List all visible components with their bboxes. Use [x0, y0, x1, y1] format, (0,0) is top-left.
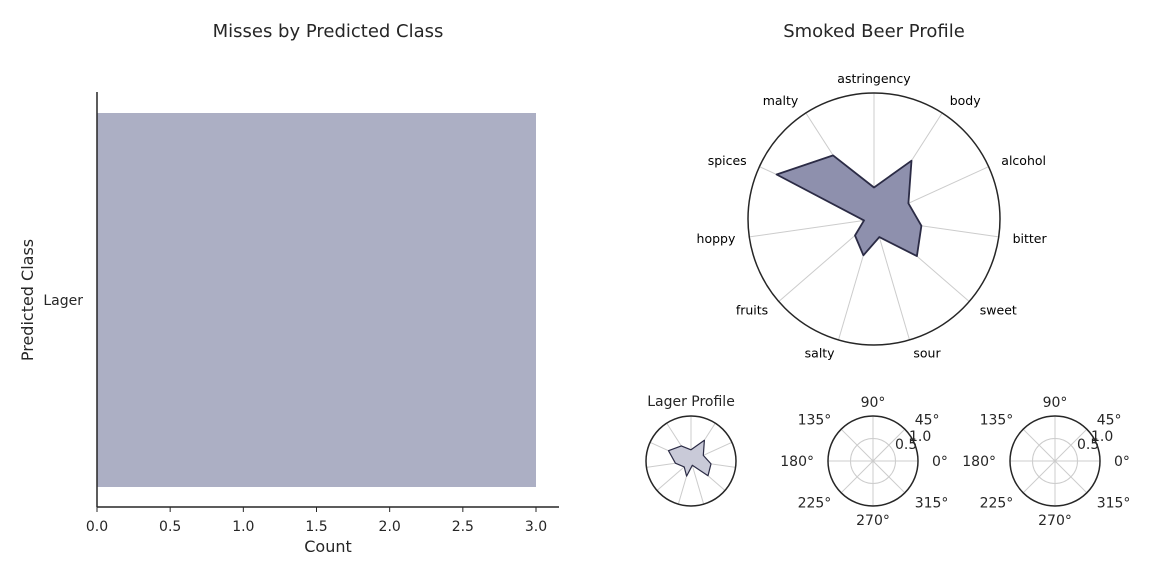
polar-inner-ring	[850, 438, 896, 484]
radar-spoke	[873, 218, 910, 341]
bar-x-tick-label: 1.5	[305, 519, 327, 535]
polar-radial-label: 0.5	[895, 437, 917, 453]
radar-series-polygon	[667, 439, 712, 477]
polar-angle-label: 135°	[798, 412, 832, 428]
polar-radial-label: 1.0	[909, 429, 931, 445]
bar-x-tick-label: 0.0	[86, 519, 108, 535]
radar-series-polygon	[775, 154, 923, 258]
polar-angle-label: 225°	[798, 496, 832, 512]
polar-angle-label: 45°	[1097, 412, 1122, 428]
radar-spoke	[690, 460, 705, 505]
radar-axis-label-sweet: sweet	[980, 303, 1017, 318]
bar-lager	[97, 113, 536, 487]
polar-angle-label: 45°	[915, 412, 940, 428]
radar-axis-label-salty: salty	[805, 345, 836, 360]
radar-axis-label-alcohol: alcohol	[1001, 153, 1046, 168]
polar-inner-ring	[1032, 438, 1078, 484]
radar-axis-label-bitter: bitter	[1013, 231, 1048, 246]
polar-outer-ring	[1009, 415, 1101, 507]
empty-polar-axes-2: 0° 45° 90° 135° 180° 225° 270° 315° 0.51.0	[962, 395, 1130, 529]
bar-chart: Misses by Predicted Class 0.0 0.5 1.0 1.5 2.…	[18, 21, 559, 556]
empty-polar-axes-1: 0° 45° 90° 135° 180° 225° 270° 315° 0.51.0	[780, 395, 948, 529]
smoked-radar-chart: Smoked Beer Profile astringency body alcoh…	[697, 21, 1048, 360]
radar-outer-ring	[747, 92, 1001, 346]
polar-angle-label: 315°	[1097, 496, 1131, 512]
polar-angle-label: 0°	[932, 454, 948, 470]
polar-angle-label: 225°	[980, 496, 1014, 512]
polar-angle-label: 315°	[915, 496, 949, 512]
radar-axis-label-hoppy: hoppy	[697, 231, 736, 246]
bar-marks	[97, 113, 536, 487]
bar-x-tick-label: 2.0	[379, 519, 401, 535]
polar-angle-label: 270°	[1038, 513, 1072, 529]
radar-axis-label-body: body	[950, 93, 982, 108]
smoked-radar-title: Smoked Beer Profile	[783, 21, 965, 42]
polar-outer-ring	[827, 415, 919, 507]
bar-x-ticks: 0.0 0.5 1.0 1.5 2.0 2.5 3.0	[86, 507, 547, 535]
lager-radar-title: Lager Profile	[647, 394, 735, 410]
radar-axis-label-malty: malty	[763, 93, 799, 108]
polar-angle-label: 90°	[861, 395, 886, 411]
polar-radial-label: 1.0	[1091, 429, 1113, 445]
radar-outer-ring	[645, 415, 737, 507]
radar-spoke	[749, 218, 875, 238]
polar-angle-label: 180°	[962, 454, 996, 470]
polar-angle-label: 180°	[780, 454, 814, 470]
polar-angle-label: 135°	[980, 412, 1014, 428]
bar-chart-title: Misses by Predicted Class	[213, 21, 444, 42]
polar-angle-label: 0°	[1114, 454, 1130, 470]
bar-x-tick-label: 2.5	[452, 519, 474, 535]
bar-x-axis-label: Count	[304, 537, 352, 556]
bar-x-tick-label: 3.0	[525, 519, 547, 535]
polar-angle-label: 90°	[1043, 395, 1068, 411]
lager-radar-chart: Lager Profile	[645, 394, 737, 507]
radar-axis-label-spices: spices	[708, 153, 747, 168]
polar-angle-label: 270°	[856, 513, 890, 529]
radar-axis-label-fruits: fruits	[736, 303, 768, 318]
bar-x-tick-label: 0.5	[159, 519, 181, 535]
radar-axis-label-sour: sour	[913, 345, 941, 360]
bar-x-tick-label: 1.0	[232, 519, 254, 535]
bar-category-label: Lager	[43, 293, 83, 309]
bar-y-axis-label: Predicted Class	[18, 239, 37, 361]
polar-radial-label: 0.5	[1077, 437, 1099, 453]
radar-axis-label-astringency: astringency	[837, 71, 911, 86]
lager-radar-plot	[645, 415, 737, 507]
smoked-radar-plot: astringency body alcohol bitter sweet sour sal…	[697, 71, 1048, 360]
